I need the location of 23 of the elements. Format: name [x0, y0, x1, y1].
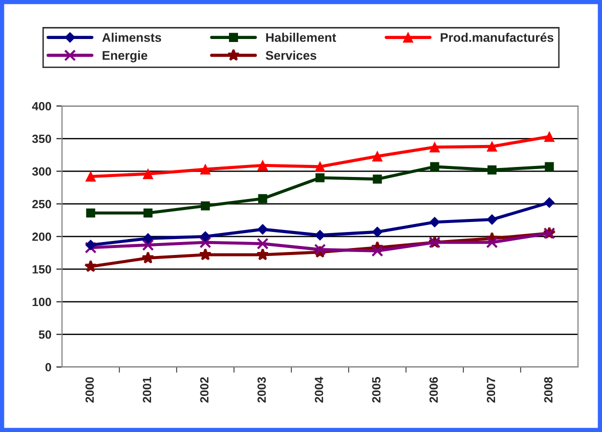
x-tick-label: 2007 — [486, 377, 496, 403]
x-tick-label: 2000 — [85, 377, 94, 403]
legend-label: Alimensts — [102, 32, 162, 42]
x-tick-label: 2008 — [544, 377, 552, 403]
y-tick-label: 100 — [32, 298, 52, 306]
x-tick-label: 2001 — [142, 377, 152, 403]
y-tick-label: 250 — [32, 200, 52, 208]
y-tick-label: 300 — [32, 167, 52, 176]
x-tick-label: 2002 — [200, 377, 208, 403]
x-tick-label: 2005 — [372, 377, 380, 403]
y-tick-label: 350 — [32, 134, 52, 144]
legend-label: Services — [266, 50, 316, 60]
y-tick-label: 0 — [45, 363, 52, 372]
y-tick-label: 400 — [32, 102, 52, 110]
legend-label: Habillement — [266, 32, 336, 42]
x-tick-label: 2004 — [314, 376, 324, 403]
y-tick-label: 50 — [38, 330, 52, 339]
x-tick-label: 2006 — [429, 377, 438, 403]
y-tick-label: 200 — [32, 232, 52, 241]
legend-label: Energie — [102, 50, 148, 62]
x-tick-label: 2003 — [257, 377, 266, 403]
y-tick-label: 150 — [32, 265, 52, 274]
legend-label: Prod.manufacturés — [440, 32, 554, 42]
